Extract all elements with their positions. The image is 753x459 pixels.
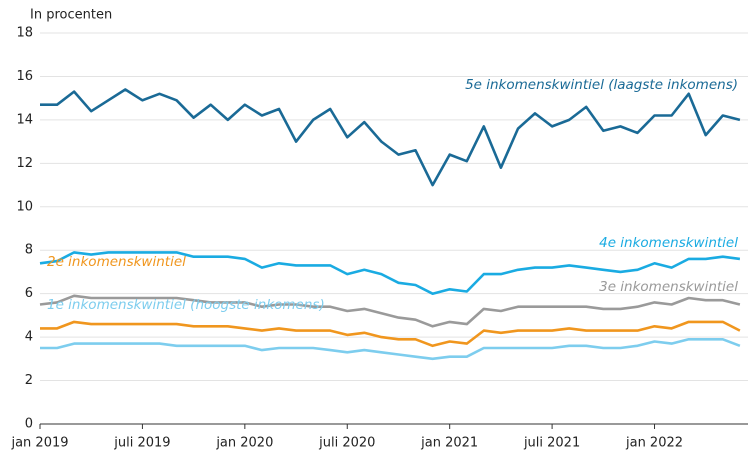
series-label: 4e inkomenskwintiel <box>599 235 738 251</box>
y-tick-label: 6 <box>25 286 33 301</box>
x-tick-label: jan 2020 <box>215 436 273 451</box>
y-tick-label: 12 <box>16 156 33 171</box>
y-tick-label: 4 <box>25 330 33 345</box>
y-tick-label: 0 <box>25 417 33 432</box>
series-line <box>39 294 741 328</box>
series-label: 5e inkomenskwintiel (laagste inkomens) <box>465 77 738 93</box>
y-tick-label: 14 <box>16 112 33 127</box>
series-line <box>40 88 741 187</box>
series-label: 3e inkomenskwintiel <box>599 279 738 295</box>
x-tick-label: juli 2020 <box>318 436 375 451</box>
x-tick-label: jan 2022 <box>625 436 683 451</box>
y-tick-label: 8 <box>25 243 33 258</box>
y-tick-label: 18 <box>16 26 33 41</box>
y-tick-label: 2 <box>25 373 33 388</box>
x-tick-label: juli 2019 <box>113 436 170 451</box>
y-tick-label: 16 <box>16 69 33 84</box>
x-tick-label: jan 2019 <box>10 436 68 451</box>
series-line <box>39 251 741 295</box>
series-label: 2e inkomenskwintiel <box>47 254 186 270</box>
series-label: 1e inkomenskwintiel (hoogste inkomens) <box>47 297 325 313</box>
x-tick-label: jan 2021 <box>420 436 478 451</box>
y-axis-label: In procenten <box>30 8 112 23</box>
series-line <box>40 338 741 361</box>
series-line <box>40 320 741 348</box>
x-tick-label: juli 2021 <box>523 436 580 451</box>
y-tick-label: 10 <box>16 199 33 214</box>
